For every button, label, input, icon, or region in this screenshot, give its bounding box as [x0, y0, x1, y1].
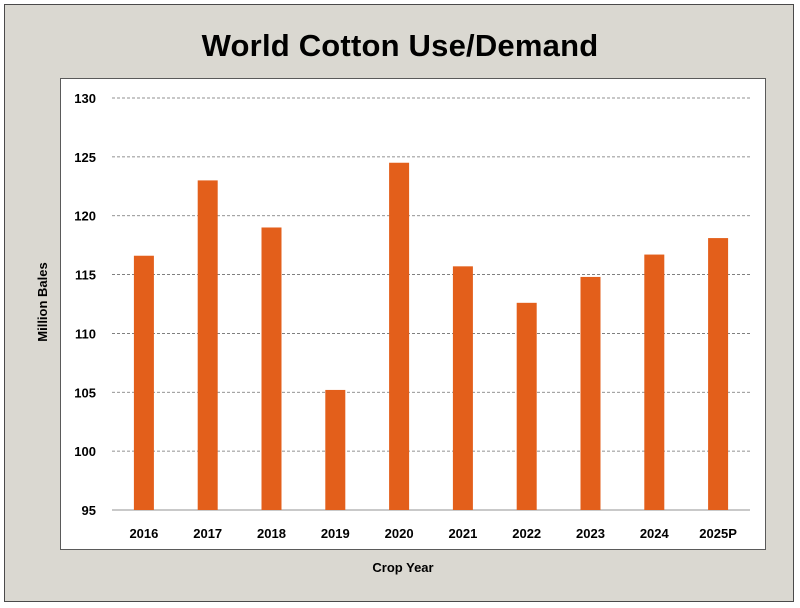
- bar-2024: [644, 254, 665, 510]
- y-tick-labels: 95 100 105 110 115 120 125 130: [74, 91, 96, 518]
- y-tick-label: 110: [75, 326, 96, 341]
- bar-2019: [325, 389, 346, 510]
- bar-2021: [452, 266, 473, 510]
- chart-title: World Cotton Use/Demand: [201, 28, 599, 63]
- x-axis-label: Crop Year: [372, 560, 433, 575]
- bar-2018: [261, 227, 282, 510]
- bar-2016: [133, 255, 154, 510]
- bar-2022: [516, 302, 537, 510]
- y-tick-label: 130: [74, 91, 96, 106]
- y-tick-label: 115: [75, 268, 96, 283]
- bars: [133, 162, 729, 510]
- x-tick-label: 2017: [193, 526, 222, 541]
- y-tick-label: 125: [74, 150, 96, 165]
- x-tick-label: 2025P: [699, 526, 737, 541]
- x-tick-label: 2022: [512, 526, 541, 541]
- x-tick-label: 2020: [385, 526, 414, 541]
- bar-2025P: [708, 238, 729, 510]
- x-tick-label: 2024: [640, 526, 670, 541]
- y-tick-label: 100: [74, 444, 96, 459]
- x-tick-label: 2019: [321, 526, 350, 541]
- x-tick-label: 2023: [576, 526, 605, 541]
- x-tick-labels: 2016 2017 2018 2019 2020 2021 2022 2023 2024 2025…: [129, 526, 737, 541]
- bar-2020: [389, 162, 410, 510]
- x-tick-label: 2021: [448, 526, 477, 541]
- bar-2023: [580, 276, 601, 510]
- x-tick-label: 2018: [257, 526, 286, 541]
- y-tick-label: 120: [74, 209, 96, 224]
- gridlines: [112, 97, 750, 511]
- y-tick-label: 95: [82, 503, 96, 518]
- y-axis-label: Million Bales: [35, 262, 50, 341]
- x-tick-label: 2016: [129, 526, 158, 541]
- bar-2017: [197, 180, 218, 510]
- y-tick-label: 105: [74, 385, 96, 400]
